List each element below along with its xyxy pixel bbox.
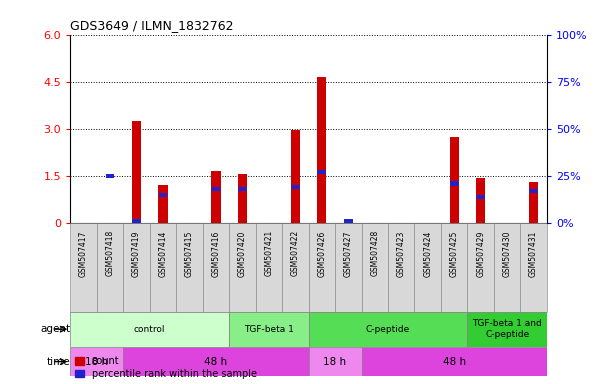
Bar xyxy=(132,219,141,223)
Text: TGF-beta 1 and
C-peptide: TGF-beta 1 and C-peptide xyxy=(472,319,542,339)
Text: GSM507431: GSM507431 xyxy=(529,230,538,276)
Bar xyxy=(176,223,203,311)
Text: GSM507426: GSM507426 xyxy=(317,230,326,276)
Text: GSM507420: GSM507420 xyxy=(238,230,247,276)
Text: 18 h: 18 h xyxy=(85,357,108,367)
Bar xyxy=(343,222,353,223)
Text: 48 h: 48 h xyxy=(204,357,227,367)
Bar xyxy=(238,187,247,191)
Bar xyxy=(309,223,335,311)
Bar xyxy=(70,223,97,311)
Bar xyxy=(335,223,362,311)
Bar xyxy=(467,311,547,347)
Bar xyxy=(132,121,141,223)
Bar xyxy=(317,77,326,223)
Text: GSM507419: GSM507419 xyxy=(132,230,141,276)
Text: GSM507423: GSM507423 xyxy=(397,230,406,276)
Text: C-peptide: C-peptide xyxy=(366,325,410,334)
Bar xyxy=(362,223,388,311)
Bar xyxy=(529,189,538,193)
Bar xyxy=(123,223,150,311)
Bar xyxy=(344,219,353,223)
Bar xyxy=(238,174,247,223)
Bar xyxy=(70,311,229,347)
Text: control: control xyxy=(134,325,166,334)
Bar xyxy=(476,177,485,223)
Bar xyxy=(476,195,485,199)
Bar xyxy=(291,185,300,189)
Bar xyxy=(388,223,414,311)
Bar xyxy=(255,223,282,311)
Text: GSM507422: GSM507422 xyxy=(291,230,300,276)
Bar xyxy=(123,347,309,376)
Bar xyxy=(521,223,547,311)
Text: GSM507428: GSM507428 xyxy=(370,230,379,276)
Bar xyxy=(291,131,300,223)
Bar xyxy=(97,223,123,311)
Text: GSM507414: GSM507414 xyxy=(158,230,167,276)
Text: GSM507418: GSM507418 xyxy=(106,230,114,276)
Bar xyxy=(211,187,221,191)
Bar xyxy=(309,311,467,347)
Bar xyxy=(467,223,494,311)
Bar xyxy=(229,311,309,347)
Bar xyxy=(229,223,255,311)
Text: GSM507430: GSM507430 xyxy=(503,230,511,277)
Text: GSM507421: GSM507421 xyxy=(265,230,273,276)
Bar xyxy=(106,174,114,178)
Text: 48 h: 48 h xyxy=(442,357,466,367)
Text: TGF-beta 1: TGF-beta 1 xyxy=(244,325,294,334)
Text: agent: agent xyxy=(40,324,70,334)
Text: GSM507415: GSM507415 xyxy=(185,230,194,276)
Text: GSM507425: GSM507425 xyxy=(450,230,459,276)
Text: GSM507427: GSM507427 xyxy=(344,230,353,276)
Bar xyxy=(529,182,538,223)
Bar xyxy=(150,223,176,311)
Bar xyxy=(203,223,229,311)
Legend: count, percentile rank within the sample: count, percentile rank within the sample xyxy=(75,356,257,379)
Text: GSM507429: GSM507429 xyxy=(476,230,485,276)
Bar xyxy=(494,223,521,311)
Text: GDS3649 / ILMN_1832762: GDS3649 / ILMN_1832762 xyxy=(70,19,234,32)
Bar xyxy=(441,223,467,311)
Bar xyxy=(450,182,459,185)
Bar xyxy=(282,223,309,311)
Text: GSM507417: GSM507417 xyxy=(79,230,88,276)
Bar xyxy=(309,347,362,376)
Bar xyxy=(317,170,326,174)
Bar xyxy=(211,171,221,223)
Bar xyxy=(158,193,167,197)
Text: 18 h: 18 h xyxy=(323,357,346,367)
Text: GSM507424: GSM507424 xyxy=(423,230,432,276)
Text: time: time xyxy=(46,357,70,367)
Bar xyxy=(158,185,167,223)
Bar xyxy=(414,223,441,311)
Bar xyxy=(362,347,547,376)
Bar xyxy=(450,137,459,223)
Text: GSM507416: GSM507416 xyxy=(211,230,221,276)
Bar xyxy=(70,347,123,376)
